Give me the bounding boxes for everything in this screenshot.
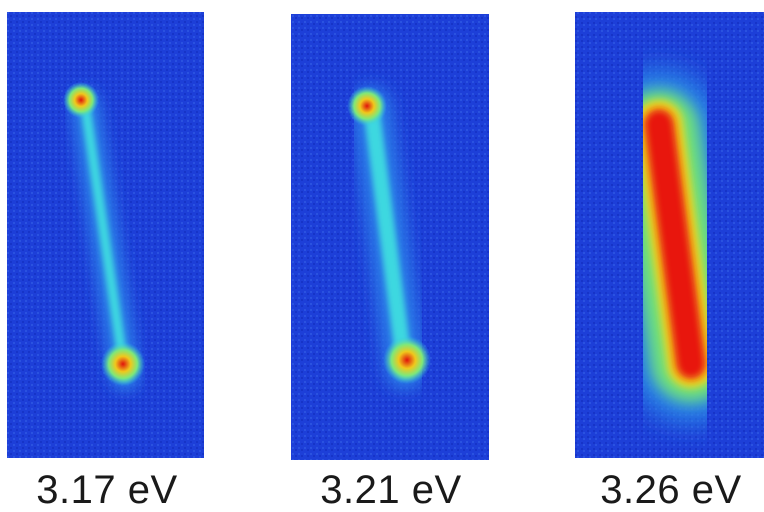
emission-map-panel-2	[291, 14, 489, 460]
energy-label-2: 3.21 eV	[320, 468, 462, 512]
energy-label-3: 3.26 eV	[600, 468, 742, 512]
emission-map-image-1	[7, 12, 204, 458]
emission-map-image-3	[575, 12, 764, 458]
energy-label-1: 3.17 eV	[36, 468, 178, 512]
emission-map-panel-1	[7, 12, 204, 458]
emission-map-panel-3	[575, 12, 764, 458]
emission-map-image-2	[291, 14, 489, 460]
